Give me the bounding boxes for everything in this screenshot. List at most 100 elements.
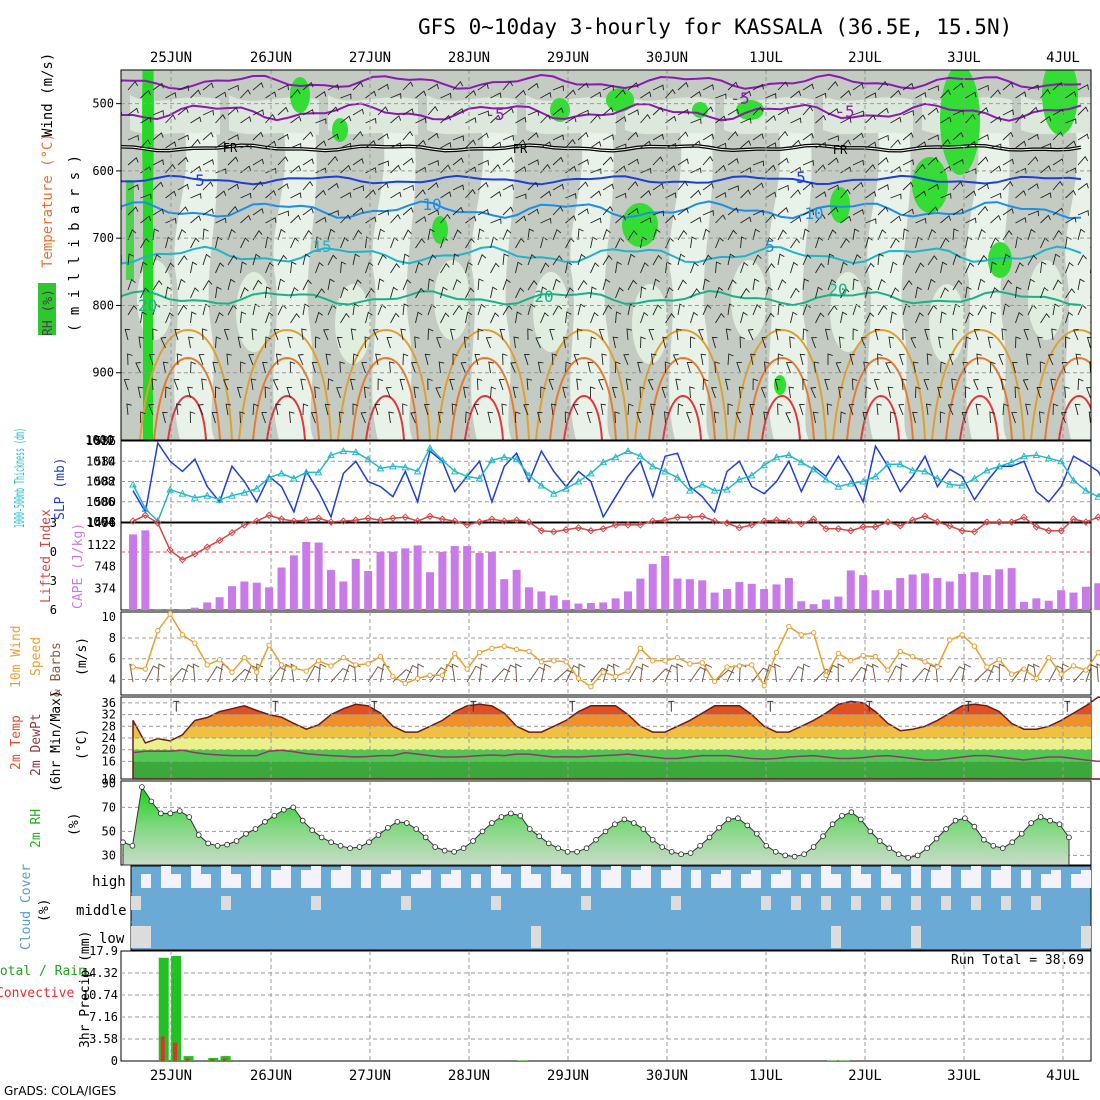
cloud-cell-high	[1071, 874, 1081, 888]
wind10-barb	[380, 663, 390, 683]
bottom-date-0: 25JUN	[150, 1068, 192, 1084]
thickness-point	[599, 458, 608, 466]
wind-barb	[727, 403, 733, 415]
wind-barb	[1090, 147, 1091, 149]
thickness-point	[389, 462, 397, 470]
thickness-point	[327, 451, 335, 459]
wind-barb	[763, 361, 770, 374]
wind-barb	[927, 85, 939, 91]
wind10-point	[823, 672, 829, 678]
thickness-point	[351, 448, 360, 456]
wind-barb	[515, 311, 522, 324]
temp-contour-25	[931, 328, 1025, 440]
wind-barb	[1065, 311, 1074, 324]
wind-barb	[827, 253, 835, 266]
lifted-index-point	[649, 517, 657, 525]
wind-barb	[490, 92, 502, 99]
wind-barb	[715, 192, 727, 199]
wind-barb	[876, 403, 882, 416]
bottom-date-4: 29JUN	[547, 1068, 589, 1084]
wind-barb	[686, 362, 693, 374]
wind-barb	[552, 85, 564, 91]
wind-barb	[902, 208, 914, 216]
wind-barb	[315, 90, 327, 99]
thickness-point	[1082, 486, 1090, 494]
wind-barb	[852, 181, 864, 191]
cape-bar	[265, 587, 274, 610]
wind-barb	[190, 193, 202, 199]
contour-label-20: 20	[138, 296, 157, 315]
wind-barb	[865, 218, 877, 224]
wind-barb	[427, 132, 439, 141]
wind-barb	[177, 206, 189, 216]
lifted-index-point	[253, 517, 261, 525]
wind-barb	[127, 229, 137, 241]
wind-barb	[215, 190, 227, 199]
wind-barb	[302, 253, 311, 266]
wind-barb	[240, 89, 251, 99]
wind-barb	[1027, 183, 1039, 191]
wind-barb	[577, 279, 588, 291]
wind10-point	[588, 684, 594, 690]
wind-barb	[252, 403, 259, 416]
wind-barb	[915, 163, 926, 174]
wind-barb	[290, 261, 297, 274]
wind-barb	[215, 114, 226, 124]
rh-point	[470, 838, 476, 844]
wind-barb	[577, 253, 586, 266]
wind-barb	[572, 404, 579, 416]
precip-tick-label: 17.9	[89, 944, 118, 958]
rh-point	[243, 830, 249, 837]
wind-barb	[340, 164, 352, 174]
thickness-point	[537, 481, 546, 489]
wind-barb	[612, 336, 619, 349]
rh-point	[129, 842, 136, 849]
cloud-cell-middle	[311, 896, 321, 910]
wind-barb	[852, 254, 862, 266]
wind-barb	[477, 181, 489, 191]
wind-barb	[202, 181, 214, 191]
wind-barb	[138, 336, 144, 349]
top-date-5: 30JUN	[646, 50, 688, 66]
temp-legend-label: Temperature (°C)	[40, 133, 56, 268]
cape-bar	[549, 595, 558, 610]
cape-bar	[636, 578, 645, 610]
wind-barb	[765, 214, 776, 224]
wind-barb	[135, 362, 141, 374]
rh-point	[886, 845, 893, 851]
cloud-cell-high	[941, 866, 951, 888]
wind10-tick-label: 6	[109, 652, 116, 666]
dewpt-axis-label: 2m DewPt	[29, 713, 44, 776]
wind-barb	[515, 166, 527, 174]
wind10-point	[724, 664, 730, 670]
cloud-cell-high	[851, 866, 861, 888]
wind-barb	[265, 91, 277, 99]
wind-barb	[902, 303, 911, 316]
lifted-index-point	[686, 513, 694, 521]
wind-barb	[502, 107, 514, 116]
wind-barb	[873, 379, 880, 391]
cape-tick-label: 1496	[87, 516, 116, 530]
rh-point	[593, 836, 599, 843]
wind-barb	[264, 386, 271, 399]
wind-barb	[977, 107, 989, 116]
wind-barb	[402, 108, 414, 116]
wind-barb	[374, 403, 381, 416]
wind-barb	[1090, 171, 1091, 174]
lifted-index-point	[748, 521, 756, 529]
thickness-point	[871, 472, 880, 480]
rh-moist-column	[126, 180, 134, 280]
cape-bar	[772, 584, 781, 610]
wind-barb	[827, 157, 839, 166]
wind-barb	[177, 183, 189, 191]
cape-bar	[240, 581, 249, 610]
cape-bar	[747, 583, 756, 610]
cape-bar	[624, 591, 632, 610]
wind-barb	[512, 386, 519, 399]
wind-barb	[340, 214, 351, 224]
wind-barb	[690, 261, 699, 274]
lifted-index-point	[958, 527, 966, 535]
wind-barb	[365, 117, 377, 124]
wind-barb	[314, 386, 320, 399]
